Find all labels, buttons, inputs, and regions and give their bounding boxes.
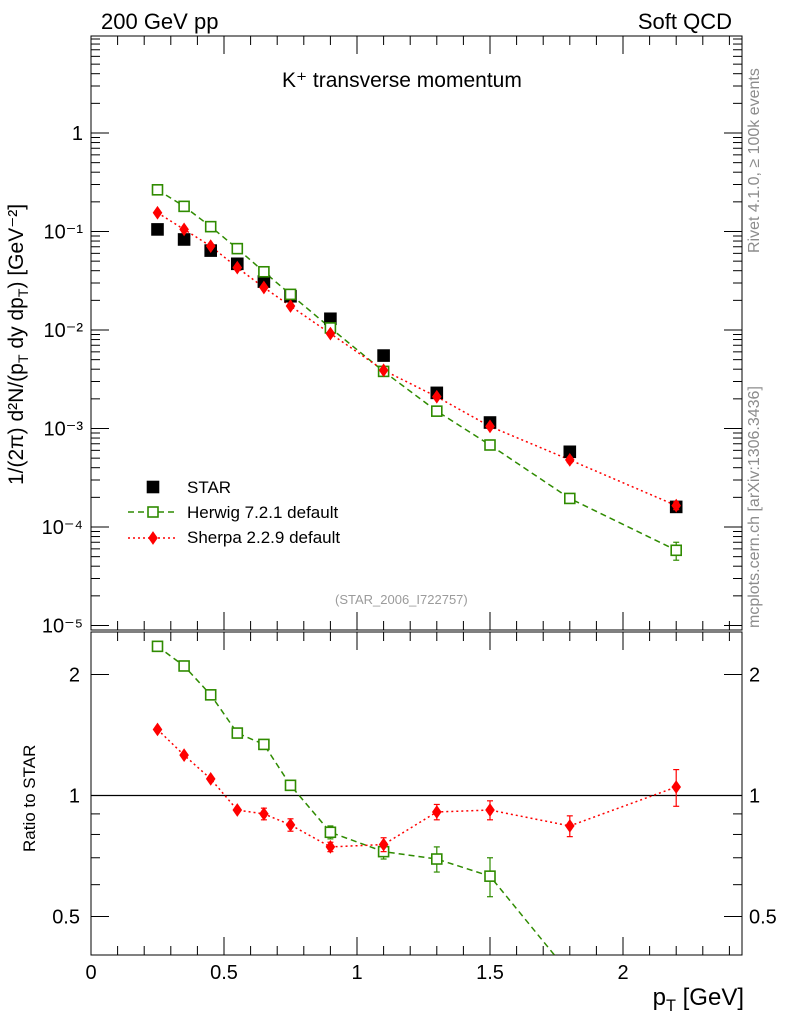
ratio-sherpa-line — [156, 728, 677, 848]
sherpa-point — [152, 205, 163, 220]
header-left: 200 GeV pp — [101, 9, 219, 34]
legend-label-sherpa: Sherpa 2.2.9 default — [187, 528, 341, 547]
ratio-y-tick-label-right: 2 — [749, 665, 760, 687]
tick-labels: 0 0.5 1 1.5 2 10⁻⁵ 10⁻⁴ 10⁻³ 10⁻² 10⁻¹ 1 0.5 0.5 1 1 2 2 — [42, 123, 777, 984]
ratio-y-tick-label-right: 1 — [749, 786, 760, 808]
main-plot-area — [151, 184, 683, 561]
sherpa-point — [205, 239, 216, 254]
sherpa-point — [378, 363, 389, 378]
plot-title: K⁺ transverse momentum — [282, 69, 522, 92]
legend-marker-star — [146, 480, 160, 494]
ratio-sherpa-point — [431, 805, 442, 819]
ratio-herwig-point — [430, 853, 443, 865]
legend-marker-herwig — [147, 506, 159, 518]
sherpa-point — [485, 419, 495, 434]
legend-marker-sherpa — [148, 531, 158, 545]
ratio-sherpa-point — [285, 818, 296, 832]
star-point — [377, 349, 390, 362]
ratio-sherpa-point — [152, 722, 163, 737]
herwig-point — [284, 288, 297, 301]
sherpa-line — [157, 212, 677, 507]
ratio-sherpa-point — [564, 819, 575, 833]
ratio-sherpa-point — [179, 748, 189, 763]
ratio-sherpa-point — [232, 803, 243, 817]
rivet-version-text: Rivet 4.1.0, ≥ 100k events — [746, 68, 763, 253]
ratio-sherpa-point — [325, 840, 336, 854]
ratio-y-tick-label-right: 0.5 — [749, 907, 777, 929]
main-y-tick-label: 10⁻² — [44, 320, 84, 342]
herwig-point — [430, 405, 443, 417]
sherpa-point — [259, 280, 269, 295]
herwig-point — [151, 184, 164, 196]
main-y-axis-label: 1/(2π) d²N/(pT dy dpT) [GeV⁻²] — [5, 203, 33, 485]
x-tick-label: 1.5 — [476, 962, 504, 984]
ratio-herwig-point — [324, 826, 337, 839]
ratio-herwig-point — [178, 660, 190, 672]
ratio-sherpa-point — [378, 837, 389, 852]
herwig-point — [258, 265, 270, 278]
legend-label-herwig: Herwig 7.2.1 default — [187, 503, 339, 522]
sherpa-point — [564, 453, 575, 467]
main-y-tick-label: 10⁻¹ — [44, 222, 84, 244]
main-y-tick-label: 1 — [72, 123, 83, 145]
analysis-id-watermark: (STAR_2006_I722757) — [335, 592, 468, 607]
ratio-y-tick-label: 0.5 — [52, 907, 80, 929]
ratio-plot-area — [91, 640, 742, 979]
sherpa-point — [671, 498, 682, 513]
star-point — [151, 223, 164, 236]
herwig-point — [178, 200, 190, 213]
ratio-herwig-point — [484, 870, 496, 882]
ratio-y-tick-label: 2 — [69, 665, 80, 687]
ratio-panel-frame — [90, 631, 743, 956]
x-axis-label: pT [GeV] — [652, 984, 744, 1015]
x-tick-label: 0 — [85, 962, 96, 984]
ratio-sherpa-point — [485, 803, 495, 817]
ratio-herwig-point — [565, 969, 575, 979]
herwig-point — [204, 220, 217, 233]
ratio-herwig-point — [284, 779, 297, 792]
header-right: Soft QCD — [637, 9, 732, 34]
legend-label-star: STAR — [187, 478, 232, 497]
ratio-sherpa-point — [671, 780, 682, 794]
x-tick-label: 1 — [351, 962, 362, 984]
sherpa-point — [431, 389, 442, 404]
x-tick-label: 0.5 — [210, 962, 238, 984]
herwig-point — [484, 439, 496, 451]
ratio-herwig-point — [151, 640, 164, 653]
main-y-tick-label: 10⁻³ — [44, 419, 84, 441]
x-tick-label: 2 — [617, 962, 628, 984]
sherpa-point — [232, 260, 243, 275]
herwig-point — [563, 492, 576, 505]
herwig-point — [231, 242, 244, 255]
main-y-tick-label: 10⁻⁵ — [42, 616, 83, 638]
legend — [128, 480, 178, 545]
sherpa-point — [325, 326, 336, 341]
main-y-tick-label: 10⁻⁴ — [42, 517, 83, 539]
herwig-line — [157, 189, 677, 551]
ratio-sherpa-point — [259, 807, 269, 821]
sherpa-point — [179, 222, 189, 237]
mcplots-reference-text: mcplots.cern.ch [arXiv:1306.3436] — [746, 386, 763, 628]
ratio-herwig-point — [231, 727, 244, 739]
ratio-herwig-line — [157, 645, 556, 955]
ratio-herwig-point — [204, 689, 217, 701]
main-panel-frame — [90, 35, 743, 631]
ratio-herwig-point — [258, 738, 270, 751]
sherpa-point — [285, 299, 296, 313]
herwig-point — [670, 544, 683, 557]
ratio-y-axis-label: Ratio to STAR — [20, 744, 39, 852]
ratio-y-tick-label: 1 — [69, 786, 80, 808]
ratio-sherpa-point — [205, 771, 216, 786]
